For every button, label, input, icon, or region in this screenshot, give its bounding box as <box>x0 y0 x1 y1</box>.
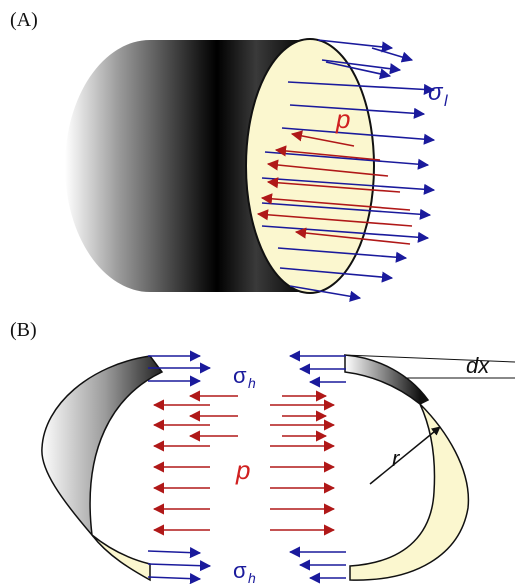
longitudinal-stress-arrow <box>279 267 394 283</box>
longitudinal-stress-label: σ l <box>428 79 448 110</box>
right-shell-outer-surface <box>344 354 430 405</box>
hoop-stress-subscript-bottom: h <box>248 570 256 585</box>
right-shell-inner-wall <box>349 403 470 581</box>
hoop-stress-arrows <box>147 350 346 585</box>
longitudinal-stress-arrow <box>317 39 394 53</box>
hoop-stress-subscript-top: h <box>248 375 256 391</box>
hoop-stress-label-top: σ h <box>233 363 256 391</box>
longitudinal-stress-arrow <box>264 151 430 170</box>
hoop-stress-arrow <box>147 573 202 585</box>
pressure-label-a: p <box>335 104 350 134</box>
longitudinal-stress-arrow <box>325 61 392 80</box>
panel-a: (A) p σ l <box>10 9 448 302</box>
pressure-arrow-a <box>294 227 411 245</box>
longitudinal-stress-arrow <box>277 247 408 263</box>
longitudinal-stress-arrow <box>287 81 436 96</box>
pressure-arrow-a <box>256 209 413 227</box>
pressure-arrow-a <box>274 145 381 161</box>
panel-b: (B) dx r p σ h σ h <box>10 319 516 585</box>
pressure-arrow-a <box>266 159 389 177</box>
dx-dimension-line-top <box>343 354 516 363</box>
radius-line <box>369 426 441 485</box>
left-shell-outer-surface <box>41 355 164 538</box>
hoop-stress-arrow <box>147 547 202 559</box>
cylinder-end-face <box>245 38 375 294</box>
pressure-arrows-b <box>152 390 336 536</box>
cylinder-body <box>65 40 310 292</box>
pressure-arrow-a <box>266 177 401 193</box>
pressure-arrow-a <box>290 130 355 147</box>
pressure-label-b: p <box>235 455 250 485</box>
longitudinal-stress-arrow <box>261 202 432 220</box>
dx-label: dx <box>466 353 490 378</box>
longitudinal-stress-arrow <box>281 127 436 145</box>
longitudinal-stress-arrows <box>261 39 436 302</box>
longitudinal-stress-arrow <box>289 104 426 119</box>
longitudinal-stress-arrow <box>261 225 430 243</box>
longitudinal-stress-arrow <box>261 177 436 195</box>
longitudinal-stress-arrow <box>371 47 414 63</box>
longitudinal-stress-arrow <box>321 59 402 75</box>
pressure-arrow-a <box>260 193 411 211</box>
radius-label: r <box>392 446 401 471</box>
panel-b-label: (B) <box>10 319 37 341</box>
hoop-stress-label-bottom: σ h <box>233 558 256 585</box>
hoop-stress-arrow <box>147 560 212 572</box>
longitudinal-stress-subscript: l <box>444 93 448 110</box>
longitudinal-stress-symbol: σ <box>428 79 444 106</box>
left-shell-cut-edge <box>91 534 151 582</box>
hoop-stress-symbol-top: σ <box>233 363 247 388</box>
longitudinal-stress-arrow <box>289 285 362 302</box>
internal-pressure-arrows <box>256 130 413 245</box>
panel-a-label: (A) <box>10 9 38 31</box>
hoop-stress-symbol-bottom: σ <box>233 558 247 583</box>
